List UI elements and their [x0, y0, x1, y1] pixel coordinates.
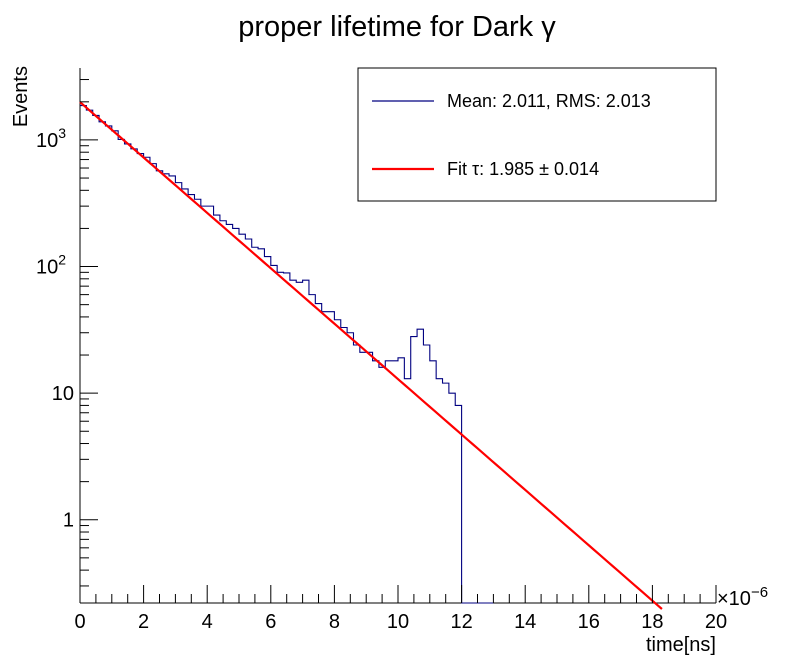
- x-tick-label: 18: [641, 611, 663, 633]
- x-axis-exponent: ×10−6: [717, 584, 768, 610]
- x-exponent-power: −6: [751, 584, 768, 601]
- x-tick-label: 12: [450, 611, 472, 633]
- x-exponent-base: ×10: [717, 588, 751, 610]
- y-tick-label: 103: [36, 125, 66, 152]
- y-tick-label: 102: [36, 252, 66, 279]
- legend-box: [357, 67, 717, 202]
- fit-line-series: [79, 101, 663, 610]
- y-tick-label: 10: [52, 383, 74, 405]
- y-axis-title: Events: [10, 66, 32, 127]
- x-tick-label: 14: [514, 611, 536, 633]
- x-tick-label: 10: [387, 611, 409, 633]
- legend: Mean: 2.011, RMS: 2.013 Fit τ: 1.985 ± 0…: [357, 67, 717, 202]
- fit-curve: [79, 101, 663, 610]
- chart-title: proper lifetime for Dark γ: [238, 11, 556, 43]
- x-tick-label: 6: [265, 611, 276, 633]
- x-tick-label: 20: [705, 611, 727, 633]
- legend-entry-histogram: Mean: 2.011, RMS: 2.013: [447, 91, 651, 111]
- y-tick-label: 1: [63, 510, 74, 532]
- x-tick-label: 2: [138, 611, 149, 633]
- x-tick-label: 8: [329, 611, 340, 633]
- x-axis-title: time[ns]: [646, 634, 716, 656]
- x-tick-label: 4: [202, 611, 213, 633]
- x-tick-label: 16: [578, 611, 600, 633]
- x-tick-label: 0: [74, 611, 85, 633]
- legend-entry-fit: Fit τ: 1.985 ± 0.014: [447, 159, 599, 179]
